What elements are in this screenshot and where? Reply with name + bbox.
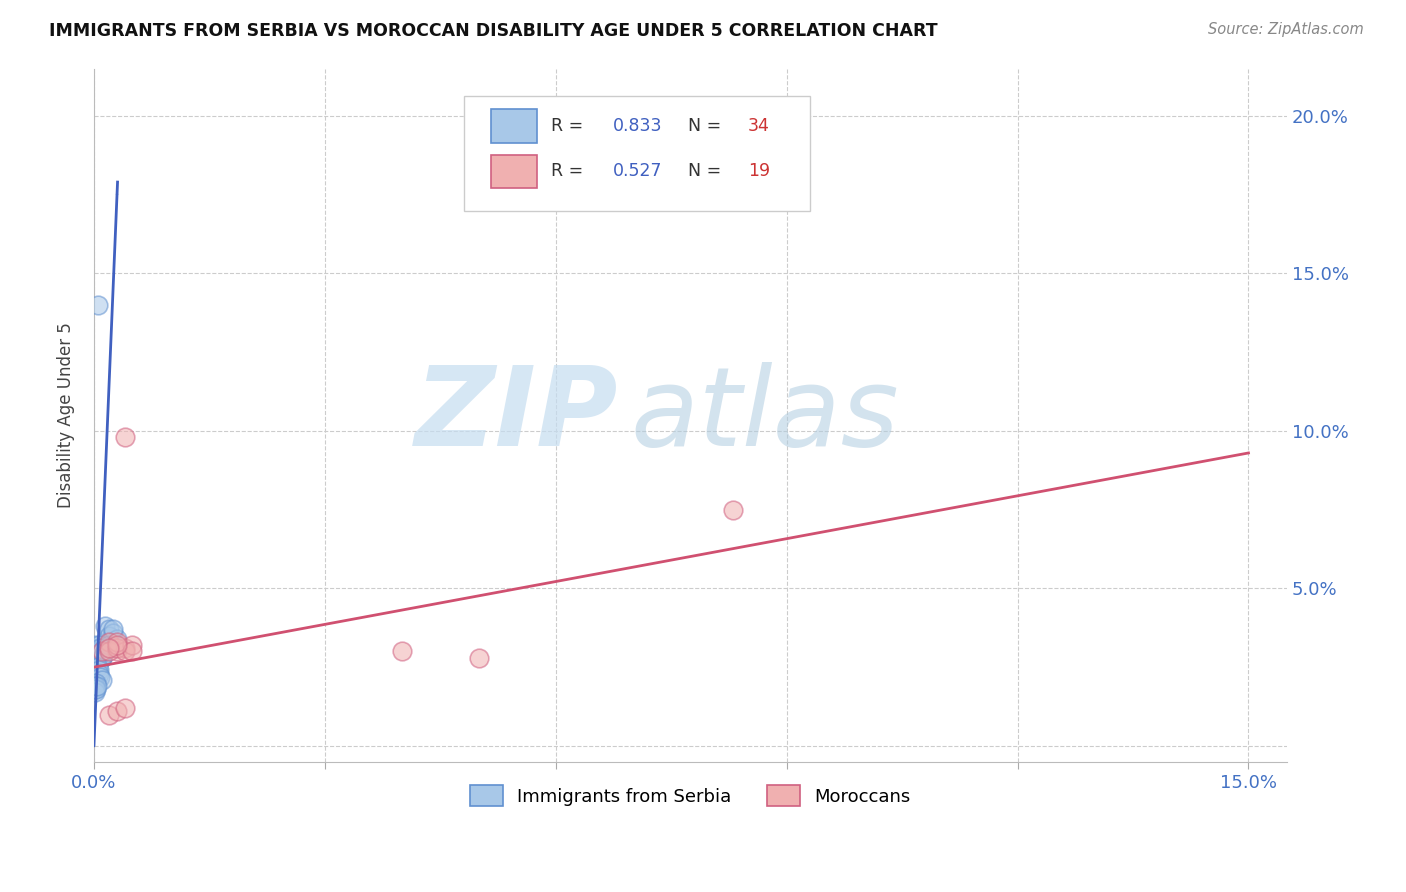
Point xyxy=(105,704,128,718)
Point xyxy=(87,664,110,678)
Point xyxy=(90,673,112,687)
Point xyxy=(87,660,110,674)
FancyBboxPatch shape xyxy=(491,110,537,143)
Point xyxy=(121,644,143,658)
Point xyxy=(90,644,112,658)
Text: IMMIGRANTS FROM SERBIA VS MOROCCAN DISABILITY AGE UNDER 5 CORRELATION CHART: IMMIGRANTS FROM SERBIA VS MOROCCAN DISAB… xyxy=(49,22,938,40)
Point xyxy=(721,502,744,516)
Point xyxy=(94,644,117,658)
Point xyxy=(98,707,121,722)
Point xyxy=(114,641,136,656)
Text: 0.527: 0.527 xyxy=(613,162,662,180)
Point xyxy=(101,625,124,640)
Point xyxy=(86,644,108,658)
Point xyxy=(91,641,114,656)
Point xyxy=(90,644,112,658)
Text: atlas: atlas xyxy=(631,361,900,468)
Legend: Immigrants from Serbia, Moroccans: Immigrants from Serbia, Moroccans xyxy=(461,776,920,815)
Point xyxy=(94,635,117,649)
Point xyxy=(114,644,136,658)
Point xyxy=(98,635,121,649)
Point xyxy=(84,676,107,690)
Text: N =: N = xyxy=(688,162,727,180)
Point xyxy=(105,641,128,656)
Point xyxy=(91,648,114,662)
Text: R =: R = xyxy=(551,117,589,135)
Point xyxy=(98,629,121,643)
Point xyxy=(90,650,112,665)
Point xyxy=(90,650,112,665)
Text: 0.833: 0.833 xyxy=(613,117,662,135)
Point xyxy=(114,701,136,715)
Point xyxy=(90,644,112,658)
Point xyxy=(89,666,111,681)
Point xyxy=(98,644,121,658)
Point xyxy=(83,682,105,697)
Point xyxy=(468,650,491,665)
Point xyxy=(114,430,136,444)
Point xyxy=(89,644,111,658)
Point xyxy=(105,644,128,658)
Point xyxy=(121,638,143,652)
Point xyxy=(87,638,110,652)
Point xyxy=(89,641,111,656)
Point xyxy=(89,644,111,658)
Point xyxy=(87,298,110,312)
Text: 19: 19 xyxy=(748,162,770,180)
Point xyxy=(98,638,121,652)
Point xyxy=(98,641,121,656)
Point xyxy=(84,685,107,699)
Point xyxy=(84,682,107,697)
FancyBboxPatch shape xyxy=(491,154,537,188)
Point xyxy=(94,619,117,633)
Point xyxy=(84,638,107,652)
FancyBboxPatch shape xyxy=(464,96,810,211)
Text: R =: R = xyxy=(551,162,589,180)
Point xyxy=(98,623,121,637)
Point xyxy=(86,679,108,693)
Point xyxy=(101,623,124,637)
Y-axis label: Disability Age Under 5: Disability Age Under 5 xyxy=(58,322,75,508)
Point xyxy=(105,632,128,646)
Text: 34: 34 xyxy=(748,117,769,135)
Point xyxy=(105,638,128,652)
Text: Source: ZipAtlas.com: Source: ZipAtlas.com xyxy=(1208,22,1364,37)
Point xyxy=(391,644,413,658)
Point xyxy=(87,641,110,656)
Text: ZIP: ZIP xyxy=(415,361,619,468)
Text: N =: N = xyxy=(688,117,727,135)
Point xyxy=(105,635,128,649)
Point xyxy=(89,670,111,684)
Point xyxy=(84,679,107,693)
